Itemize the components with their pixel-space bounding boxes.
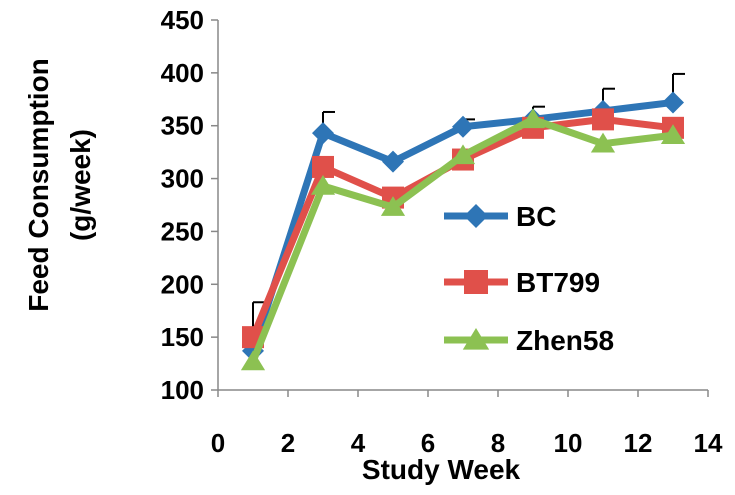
legend-swatch-marker xyxy=(464,270,488,294)
legend-label: BC xyxy=(516,201,556,232)
y-tick-label: 400 xyxy=(161,58,204,88)
y-tick-label: 100 xyxy=(161,375,204,405)
y-tick-label: 200 xyxy=(161,269,204,299)
legend-item-bc: BC xyxy=(444,201,556,232)
data-point xyxy=(380,196,406,216)
data-point xyxy=(240,350,266,371)
x-tick-label: 8 xyxy=(491,428,505,458)
y-axis-title-line-1: Feed Consumption xyxy=(23,58,54,312)
data-point xyxy=(592,108,614,131)
series-zhen58 xyxy=(240,108,686,371)
y-tick-label: 150 xyxy=(161,322,204,352)
y-axis-title-line-2: (g/week) xyxy=(65,129,96,241)
data-point xyxy=(590,132,616,153)
x-tick-labels: 0 2 4 6 8 10 12 14 xyxy=(211,428,723,458)
legend-item-bt799: BT799 xyxy=(444,267,600,298)
axes xyxy=(211,19,709,397)
data-point xyxy=(382,150,404,173)
y-tick-label: 350 xyxy=(161,111,204,141)
legend-swatch-marker xyxy=(462,328,490,350)
legend-item-zhen58: Zhen58 xyxy=(444,325,614,356)
data-point xyxy=(450,144,476,165)
x-tick-label: 14 xyxy=(694,428,723,458)
legend-label: Zhen58 xyxy=(516,325,614,356)
x-tick-label: 4 xyxy=(351,428,366,458)
data-point xyxy=(660,124,686,145)
data-point xyxy=(662,91,684,114)
x-tick-label: 2 xyxy=(281,428,295,458)
y-tick-labels: 100 150 200 250 300 350 400 450 xyxy=(161,5,204,405)
y-axis-title: Feed Consumption (g/week) xyxy=(23,58,96,312)
data-point xyxy=(312,122,334,145)
legend-swatch-marker xyxy=(464,204,488,228)
x-tick-label: 10 xyxy=(554,428,583,458)
x-tick-label: 12 xyxy=(624,428,653,458)
legend: BC BT799 Zhen58 xyxy=(444,201,614,356)
data-point xyxy=(520,108,546,129)
y-tick-label: 300 xyxy=(161,164,204,194)
x-tick-label: 0 xyxy=(211,428,225,458)
data-point xyxy=(310,174,336,195)
data-point xyxy=(312,155,334,178)
data-point xyxy=(452,115,474,138)
x-axis-title: Study Week xyxy=(362,454,521,485)
series-lines xyxy=(240,91,686,371)
x-tick-label: 6 xyxy=(421,428,435,458)
legend-label: BT799 xyxy=(516,267,600,298)
y-tick-label: 450 xyxy=(161,5,204,35)
y-tick-label: 250 xyxy=(161,216,204,246)
